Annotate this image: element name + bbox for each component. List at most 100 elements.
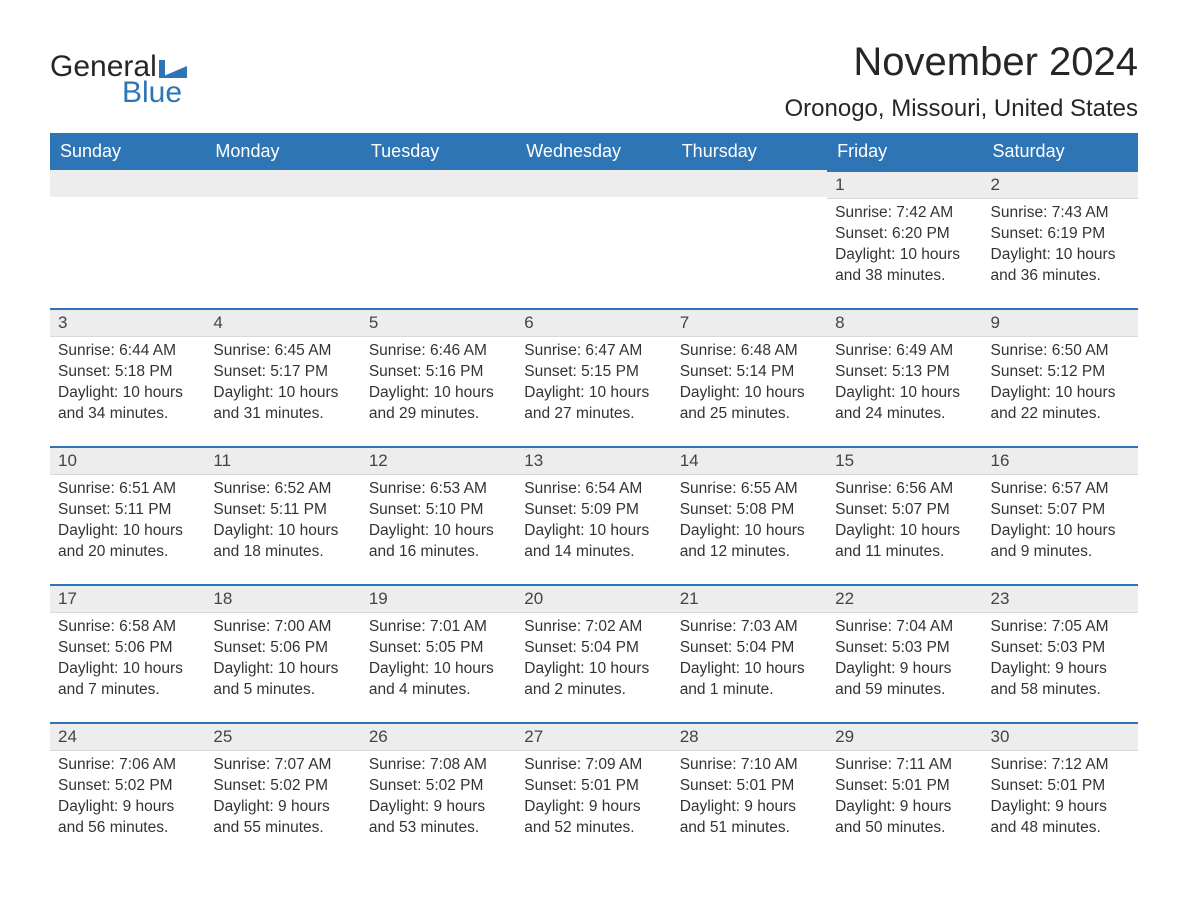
daylight-text: Daylight: 10 hours and 5 minutes. xyxy=(213,659,352,701)
daylight-text: Daylight: 10 hours and 12 minutes. xyxy=(680,521,819,563)
calendar-day-cell: 25Sunrise: 7:07 AMSunset: 5:02 PMDayligh… xyxy=(205,722,360,860)
calendar-week-row: 10Sunrise: 6:51 AMSunset: 5:11 PMDayligh… xyxy=(50,446,1138,584)
sunset-text: Sunset: 5:06 PM xyxy=(58,638,197,659)
day-details: Sunrise: 7:08 AMSunset: 5:02 PMDaylight:… xyxy=(361,751,516,843)
calendar-day-cell: 18Sunrise: 7:00 AMSunset: 5:06 PMDayligh… xyxy=(205,584,360,722)
calendar-day-cell: 21Sunrise: 7:03 AMSunset: 5:04 PMDayligh… xyxy=(672,584,827,722)
header: General Blue November 2024 Oronogo, Miss… xyxy=(50,40,1138,123)
day-number: 26 xyxy=(361,722,516,751)
sunrise-text: Sunrise: 6:48 AM xyxy=(680,341,819,362)
calendar-day-cell: 29Sunrise: 7:11 AMSunset: 5:01 PMDayligh… xyxy=(827,722,982,860)
sunset-text: Sunset: 6:19 PM xyxy=(991,224,1130,245)
sunrise-text: Sunrise: 7:04 AM xyxy=(835,617,974,638)
sunset-text: Sunset: 5:01 PM xyxy=(524,776,663,797)
daylight-text: Daylight: 9 hours and 52 minutes. xyxy=(524,797,663,839)
daylight-text: Daylight: 10 hours and 11 minutes. xyxy=(835,521,974,563)
dayheader-sat: Saturday xyxy=(983,133,1138,170)
brand-text-2: Blue xyxy=(122,76,182,110)
calendar-day-cell: 5Sunrise: 6:46 AMSunset: 5:16 PMDaylight… xyxy=(361,308,516,446)
flag-icon xyxy=(159,60,187,78)
empty-day xyxy=(50,170,205,197)
day-number: 7 xyxy=(672,308,827,337)
sunrise-text: Sunrise: 7:01 AM xyxy=(369,617,508,638)
day-details: Sunrise: 6:52 AMSunset: 5:11 PMDaylight:… xyxy=(205,475,360,567)
day-number: 18 xyxy=(205,584,360,613)
sunset-text: Sunset: 5:16 PM xyxy=(369,362,508,383)
calendar-week-row: 24Sunrise: 7:06 AMSunset: 5:02 PMDayligh… xyxy=(50,722,1138,860)
sunrise-text: Sunrise: 6:47 AM xyxy=(524,341,663,362)
sunrise-text: Sunrise: 7:09 AM xyxy=(524,755,663,776)
sunset-text: Sunset: 5:12 PM xyxy=(991,362,1130,383)
sunrise-text: Sunrise: 6:46 AM xyxy=(369,341,508,362)
calendar-day-cell: 2Sunrise: 7:43 AMSunset: 6:19 PMDaylight… xyxy=(983,170,1138,308)
calendar-day-cell: 8Sunrise: 6:49 AMSunset: 5:13 PMDaylight… xyxy=(827,308,982,446)
calendar-day-cell: 4Sunrise: 6:45 AMSunset: 5:17 PMDaylight… xyxy=(205,308,360,446)
day-number: 14 xyxy=(672,446,827,475)
day-details: Sunrise: 6:56 AMSunset: 5:07 PMDaylight:… xyxy=(827,475,982,567)
daylight-text: Daylight: 10 hours and 14 minutes. xyxy=(524,521,663,563)
calendar-day-cell: 17Sunrise: 6:58 AMSunset: 5:06 PMDayligh… xyxy=(50,584,205,722)
sunset-text: Sunset: 5:08 PM xyxy=(680,500,819,521)
day-details: Sunrise: 7:02 AMSunset: 5:04 PMDaylight:… xyxy=(516,613,671,705)
daylight-text: Daylight: 9 hours and 50 minutes. xyxy=(835,797,974,839)
dayheader-wed: Wednesday xyxy=(516,133,671,170)
sunset-text: Sunset: 5:02 PM xyxy=(369,776,508,797)
calendar-day-cell xyxy=(205,170,360,308)
day-number: 21 xyxy=(672,584,827,613)
sunset-text: Sunset: 5:01 PM xyxy=(680,776,819,797)
sunset-text: Sunset: 5:14 PM xyxy=(680,362,819,383)
sunrise-text: Sunrise: 6:49 AM xyxy=(835,341,974,362)
day-details: Sunrise: 6:46 AMSunset: 5:16 PMDaylight:… xyxy=(361,337,516,429)
daylight-text: Daylight: 10 hours and 34 minutes. xyxy=(58,383,197,425)
title-block: November 2024 Oronogo, Missouri, United … xyxy=(785,40,1139,123)
sunrise-text: Sunrise: 7:08 AM xyxy=(369,755,508,776)
day-details: Sunrise: 6:48 AMSunset: 5:14 PMDaylight:… xyxy=(672,337,827,429)
sunrise-text: Sunrise: 7:43 AM xyxy=(991,203,1130,224)
daylight-text: Daylight: 9 hours and 48 minutes. xyxy=(991,797,1130,839)
sunset-text: Sunset: 5:02 PM xyxy=(213,776,352,797)
sunset-text: Sunset: 6:20 PM xyxy=(835,224,974,245)
empty-day xyxy=(205,170,360,197)
day-details: Sunrise: 7:42 AMSunset: 6:20 PMDaylight:… xyxy=(827,199,982,291)
sunrise-text: Sunrise: 6:45 AM xyxy=(213,341,352,362)
day-details: Sunrise: 7:11 AMSunset: 5:01 PMDaylight:… xyxy=(827,751,982,843)
day-details: Sunrise: 6:54 AMSunset: 5:09 PMDaylight:… xyxy=(516,475,671,567)
sunrise-text: Sunrise: 7:11 AM xyxy=(835,755,974,776)
daylight-text: Daylight: 10 hours and 25 minutes. xyxy=(680,383,819,425)
day-details: Sunrise: 6:50 AMSunset: 5:12 PMDaylight:… xyxy=(983,337,1138,429)
calendar-day-cell: 24Sunrise: 7:06 AMSunset: 5:02 PMDayligh… xyxy=(50,722,205,860)
sunrise-text: Sunrise: 7:03 AM xyxy=(680,617,819,638)
sunset-text: Sunset: 5:02 PM xyxy=(58,776,197,797)
sunset-text: Sunset: 5:11 PM xyxy=(213,500,352,521)
day-details: Sunrise: 6:47 AMSunset: 5:15 PMDaylight:… xyxy=(516,337,671,429)
day-number: 3 xyxy=(50,308,205,337)
location-subtitle: Oronogo, Missouri, United States xyxy=(785,95,1139,123)
day-details: Sunrise: 7:09 AMSunset: 5:01 PMDaylight:… xyxy=(516,751,671,843)
sunset-text: Sunset: 5:10 PM xyxy=(369,500,508,521)
calendar-week-row: 17Sunrise: 6:58 AMSunset: 5:06 PMDayligh… xyxy=(50,584,1138,722)
calendar-header-row: Sunday Monday Tuesday Wednesday Thursday… xyxy=(50,133,1138,170)
day-details: Sunrise: 6:55 AMSunset: 5:08 PMDaylight:… xyxy=(672,475,827,567)
day-number: 6 xyxy=(516,308,671,337)
calendar-body: 1Sunrise: 7:42 AMSunset: 6:20 PMDaylight… xyxy=(50,170,1138,860)
calendar-day-cell: 13Sunrise: 6:54 AMSunset: 5:09 PMDayligh… xyxy=(516,446,671,584)
day-details: Sunrise: 6:44 AMSunset: 5:18 PMDaylight:… xyxy=(50,337,205,429)
daylight-text: Daylight: 10 hours and 7 minutes. xyxy=(58,659,197,701)
calendar-day-cell xyxy=(516,170,671,308)
sunset-text: Sunset: 5:03 PM xyxy=(835,638,974,659)
day-number: 1 xyxy=(827,170,982,199)
calendar-day-cell: 1Sunrise: 7:42 AMSunset: 6:20 PMDaylight… xyxy=(827,170,982,308)
page-title: November 2024 xyxy=(785,40,1139,85)
day-number: 15 xyxy=(827,446,982,475)
sunset-text: Sunset: 5:06 PM xyxy=(213,638,352,659)
empty-day xyxy=(516,170,671,197)
sunset-text: Sunset: 5:03 PM xyxy=(991,638,1130,659)
calendar-day-cell: 27Sunrise: 7:09 AMSunset: 5:01 PMDayligh… xyxy=(516,722,671,860)
day-number: 10 xyxy=(50,446,205,475)
day-details: Sunrise: 7:10 AMSunset: 5:01 PMDaylight:… xyxy=(672,751,827,843)
brand-logo: General Blue xyxy=(50,50,187,110)
day-number: 29 xyxy=(827,722,982,751)
daylight-text: Daylight: 10 hours and 1 minute. xyxy=(680,659,819,701)
day-details: Sunrise: 7:12 AMSunset: 5:01 PMDaylight:… xyxy=(983,751,1138,843)
dayheader-fri: Friday xyxy=(827,133,982,170)
